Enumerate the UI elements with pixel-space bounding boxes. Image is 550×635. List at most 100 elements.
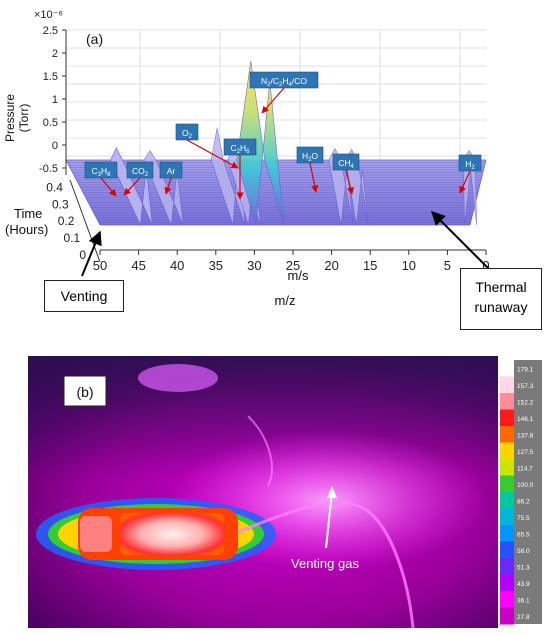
colorbar-tick-label: 157.3 <box>517 383 534 390</box>
colorbar-segment <box>500 393 514 410</box>
colorbar-tick-label: 75.5 <box>517 515 530 522</box>
peak-label-text: C3H8 <box>92 166 112 178</box>
colorbar-segment <box>500 541 514 559</box>
peak-label-text: CO2 <box>132 166 149 178</box>
venting-gas-jet <box>237 501 415 628</box>
back-grid <box>66 29 486 160</box>
colorbar-tick-labels: 179.1 157.3 152.2 146.1 137.8 127.5 114.7 100.0… <box>517 366 534 621</box>
x-tick-label: 5 <box>444 258 451 273</box>
colorbar-tick-label: 65.5 <box>517 531 530 538</box>
time-axis-line <box>69 179 101 263</box>
colorbar-tick-label: 36.1 <box>517 597 530 604</box>
time-tick-label: 0.3 <box>52 197 69 211</box>
time-axis-label-line2: (Hours) <box>5 222 48 237</box>
peak-CO2 <box>110 146 153 227</box>
peak-label-CH4: CH4 <box>332 153 360 195</box>
peak-label-arrow <box>345 169 354 195</box>
peak-label-O2: O2 <box>175 123 239 169</box>
venting-plume-streak <box>247 415 273 487</box>
peak-label-arrow <box>459 170 471 194</box>
time-tick-label: 0.4 <box>46 180 63 194</box>
colorbar-tick-label: 27.8 <box>517 614 530 621</box>
peak-label-H2O: H2O <box>296 146 324 193</box>
peak-label-text: H2 <box>465 159 475 171</box>
x-tick-label: 45 <box>131 258 145 273</box>
colorbar-segment <box>500 376 514 394</box>
mz-axis-ticks: 50454035302520151050 <box>93 250 490 273</box>
colorbar-segment <box>500 442 514 460</box>
colorbar-segment <box>500 475 514 493</box>
colorbar-tick-label: 43.9 <box>517 581 530 588</box>
colorbar-tick-label: 127.5 <box>517 449 534 456</box>
panel-a-label: (a) <box>86 31 103 47</box>
colorbar-tick-label: 152.2 <box>517 399 534 406</box>
colorbar-tick-label: 86.2 <box>517 498 530 505</box>
y-tick-label: 0 <box>52 140 58 152</box>
peak-label-N2/C2H4/CO: N2/C2H4/CO <box>249 71 319 114</box>
colorbar-segment <box>500 525 514 542</box>
thermal-runaway-text-line2: runaway <box>474 299 528 315</box>
mz-axis-label: m/s <box>288 268 309 283</box>
peak-label-arrow <box>100 177 117 197</box>
y-tick-label: 2.5 <box>43 25 58 37</box>
x-tick-label: 25 <box>286 258 300 273</box>
colorbar <box>500 360 542 625</box>
venting-gas-label: Venting gas <box>291 556 359 571</box>
peak-labels: C3H8 CO2 Ar O2 C2H6 N2/C2H4/CO H2O CH4 H2 <box>84 71 482 200</box>
peak-label-CO2: CO2 <box>123 161 154 196</box>
thermal-runaway-arrow <box>431 211 491 271</box>
peak-label-text: O2 <box>182 128 193 140</box>
peak-N2/C2H4/CO <box>236 60 285 226</box>
colorbar-label-strip <box>514 360 542 624</box>
cell-cap <box>80 516 112 552</box>
panel-b-label-box <box>63 375 107 407</box>
peak-label-arrow <box>309 162 319 193</box>
peak-label-H2: H2 <box>458 154 482 194</box>
peak-label-arrow <box>164 177 172 195</box>
y-tick-label: 1 <box>52 94 58 106</box>
x-tick-label: 50 <box>93 258 107 273</box>
peak-O2 <box>210 127 246 226</box>
x-tick-label: 40 <box>170 258 184 273</box>
colorbar-segment <box>500 508 514 526</box>
y-axis-label-line2: (Torr) <box>17 104 31 133</box>
venting-arrow <box>81 230 102 277</box>
colorbar-segment <box>500 409 514 427</box>
peak-label-arrow <box>261 87 285 114</box>
colorbar-tick-label: 58.0 <box>517 548 530 555</box>
panel-a-waterfall-chart: 2.5 2 1.5 1 0.5 0 -0.5 ×10⁻⁶ (a) Pressure (Tor… <box>3 9 491 308</box>
peak-label-C2H6: C2H6 <box>223 138 257 200</box>
venting-gas-arrow <box>325 491 333 549</box>
colorbar-segment <box>500 459 514 476</box>
venting-gas-arrow-head <box>327 486 337 498</box>
colorbar-tick-label: 100.0 <box>517 482 534 489</box>
y-tick-label: 1.5 <box>43 71 58 83</box>
y-tick-label: 0.5 <box>43 117 58 129</box>
peak-label-arrow <box>123 177 141 196</box>
colorbar-segment <box>500 591 514 608</box>
time-tick-label: 0 <box>79 248 86 262</box>
time-tick-label: 0.2 <box>58 214 75 228</box>
colorbar-tick-label: 137.8 <box>517 432 534 439</box>
y-tick-label: 2 <box>52 48 58 60</box>
colorbar-tick-label: 146.1 <box>517 416 534 423</box>
x-tick-label: 20 <box>324 258 338 273</box>
thermal-runaway-callout: Thermal runaway <box>460 268 542 330</box>
peak-label-text: N2/C2H4/CO <box>261 76 307 88</box>
peak-label-text: H2O <box>302 151 318 163</box>
time-tick-label: 0.1 <box>64 231 81 245</box>
cell-hot-core <box>120 513 224 555</box>
time-axis-ticks: 0 0.1 0.2 0.3 0.4 <box>46 180 86 262</box>
time-axis-label-line1: Time <box>14 206 42 221</box>
colorbar-segment <box>500 360 514 377</box>
peak-label-text: C2H6 <box>231 143 251 155</box>
panel-b-label: (b) <box>76 384 93 400</box>
peak-Ar <box>143 150 184 227</box>
colorbar-segment <box>500 492 514 509</box>
x-tick-label: 30 <box>247 258 261 273</box>
y-tick-label: -0.5 <box>39 163 58 175</box>
peak-label-text: Ar <box>167 166 176 176</box>
exponent-label: ×10⁻⁶ <box>34 9 63 21</box>
colorbar-segment <box>500 426 514 443</box>
colorbar-tick-label: 114.7 <box>517 465 533 472</box>
